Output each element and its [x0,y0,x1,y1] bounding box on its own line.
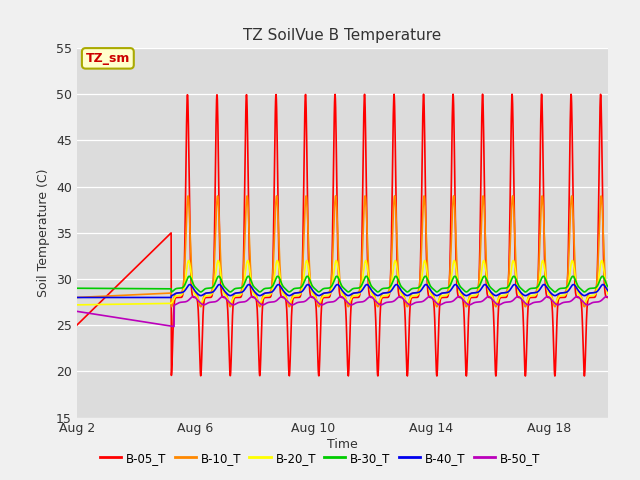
B-30_T [332,276,339,281]
B-05_T [589,295,596,300]
B-20_T [332,260,339,265]
B-50_T [589,300,597,305]
Line: B-10_T: B-10_T [77,196,608,307]
B-20_T [589,293,596,299]
B-50_T [367,294,374,300]
B-05_T [492,373,500,379]
B-50_T [492,300,499,306]
B-30_T [492,289,499,295]
B-30_T [492,289,500,295]
B-05_T [100,296,108,301]
Line: B-05_T: B-05_T [77,94,608,376]
B-50_T [604,294,612,300]
B-50_T [73,309,81,314]
B-50_T [317,302,325,308]
Line: B-20_T: B-20_T [77,261,608,305]
B-40_T [332,284,339,289]
Line: B-40_T: B-40_T [77,285,608,298]
B-40_T [540,282,548,288]
Line: B-30_T: B-30_T [77,276,608,292]
B-05_T [73,323,81,328]
B-20_T [100,301,108,307]
B-05_T [317,314,325,320]
B-50_T [100,312,108,318]
B-10_T [317,297,325,302]
B-10_T [73,295,81,300]
B-40_T [604,288,612,294]
B-05_T [589,295,597,300]
Y-axis label: Soil Temperature (C): Soil Temperature (C) [37,168,51,297]
B-50_T [332,298,339,304]
B-20_T [317,296,325,302]
B-30_T [604,284,612,289]
Title: TZ SoilVue B Temperature: TZ SoilVue B Temperature [243,28,442,43]
B-30_T [73,285,81,291]
B-10_T [604,289,612,295]
B-30_T [100,286,108,291]
Text: TZ_sm: TZ_sm [86,52,130,65]
B-10_T [492,304,500,310]
B-10_T [589,290,597,296]
B-10_T [589,290,596,296]
B-10_T [332,196,339,202]
B-40_T [100,295,108,300]
B-30_T [589,285,596,291]
Legend: B-05_T, B-10_T, B-20_T, B-30_T, B-40_T, B-50_T: B-05_T, B-10_T, B-20_T, B-30_T, B-40_T, … [95,447,545,469]
B-30_T [589,285,596,291]
B-10_T [492,303,499,309]
B-40_T [589,290,596,296]
B-20_T [604,291,612,297]
B-20_T [73,302,81,308]
B-20_T [492,300,499,306]
B-20_T [244,258,252,264]
B-30_T [317,288,325,293]
B-40_T [73,295,81,300]
B-50_T [589,300,596,305]
X-axis label: Time: Time [327,438,358,451]
B-40_T [492,293,499,299]
B-50_T [170,324,178,329]
B-10_T [100,293,108,299]
B-40_T [589,290,596,296]
B-05_T [332,92,339,97]
Line: B-50_T: B-50_T [77,297,608,326]
B-05_T [479,91,486,97]
B-05_T [492,367,499,373]
B-10_T [362,193,369,199]
B-20_T [589,293,596,299]
B-40_T [317,292,325,298]
B-30_T [598,273,606,279]
B-05_T [604,295,612,300]
